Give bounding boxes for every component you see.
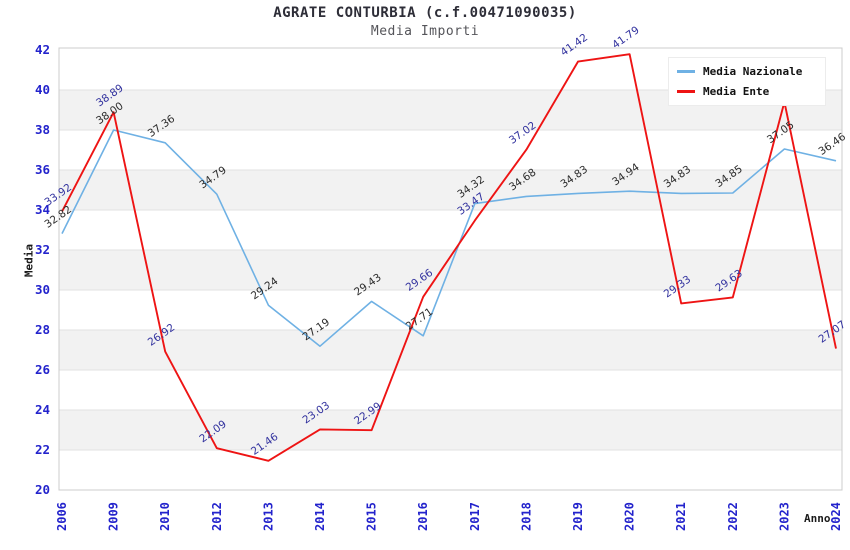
legend-label: Media Nazionale: [703, 65, 803, 78]
x-tick-label: 2012: [210, 502, 224, 531]
plot-band: [59, 290, 842, 330]
x-tick-label: 2006: [55, 502, 69, 531]
y-tick-label: 38: [35, 122, 50, 137]
legend-item-media-nazionale: Media Nazionale: [677, 65, 817, 78]
y-axis-title: Media: [22, 243, 36, 278]
legend: Media Nazionale Media Ente: [668, 57, 826, 106]
y-tick-label: 28: [35, 322, 50, 337]
x-tick-label: 2014: [313, 502, 327, 531]
plot-border: [58, 47, 843, 491]
y-tick-label: 20: [35, 482, 50, 497]
y-tick-label: 26: [35, 362, 50, 377]
x-tick-label: 2009: [107, 502, 121, 531]
y-tick-label: 42: [35, 42, 50, 57]
x-tick-label: 2022: [726, 502, 740, 531]
plot-band: [59, 130, 842, 170]
x-tick-label: 2020: [623, 502, 637, 531]
plot-band: [59, 410, 842, 450]
x-axis-title: Anno: [804, 512, 831, 525]
legend-label: Media Ente: [703, 85, 770, 98]
y-tick-label: 22: [35, 442, 50, 457]
x-tick-label: 2018: [519, 502, 533, 531]
x-tick-label: 2013: [261, 502, 275, 531]
plot-band: [59, 370, 842, 410]
plot-band: [59, 170, 842, 210]
legend-swatch-nazionale-icon: [677, 70, 695, 73]
x-tick-label: 2017: [468, 502, 482, 531]
legend-swatch-ente-icon: [677, 90, 695, 93]
y-tick-label: 32: [35, 242, 50, 257]
plot-band: [59, 210, 842, 250]
chart-subtitle: Media Importi: [370, 24, 480, 39]
chart-title: AGRATE CONTURBIA (c.f.00471090035): [273, 5, 577, 21]
y-tick-label: 36: [35, 162, 50, 177]
x-tick-label: 2024: [829, 502, 843, 531]
plot-band: [59, 450, 842, 490]
series-line-media-ente: [61, 53, 837, 462]
x-tick-label: 2019: [571, 502, 585, 531]
y-tick-label: 40: [35, 82, 50, 97]
x-tick-label: 2021: [674, 502, 688, 531]
y-tick-label: 24: [35, 402, 50, 417]
x-tick-label: 2015: [365, 502, 379, 531]
y-tick-label: 30: [35, 282, 50, 297]
x-tick-label: 2016: [416, 502, 430, 531]
legend-item-media-ente: Media Ente: [677, 85, 817, 98]
x-tick-label: 2010: [158, 502, 172, 531]
series-line-media-nazionale: [61, 129, 837, 348]
plot-band: [59, 330, 842, 370]
y-tick-label: 34: [35, 202, 50, 217]
x-tick-label: 2023: [777, 502, 791, 531]
